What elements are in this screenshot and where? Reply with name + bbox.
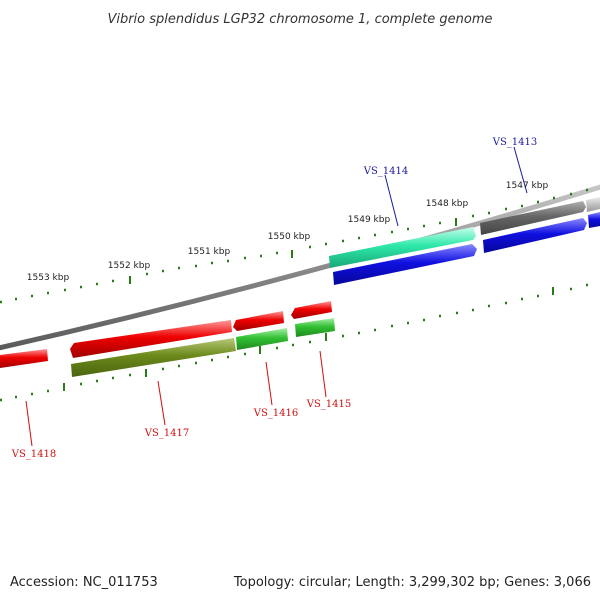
feature-darkgray-1413[interactable] xyxy=(480,201,586,235)
feature-blue-1414[interactable] xyxy=(333,244,477,285)
scale-label-1551: 1551 kbp xyxy=(188,247,231,257)
inner-tick-ring xyxy=(0,283,588,402)
outer-tick-ring xyxy=(0,188,588,304)
scale-label-1547: 1547 kbp xyxy=(506,181,549,191)
feature-red-1415[interactable] xyxy=(291,301,332,319)
feature-red-1416[interactable] xyxy=(233,311,284,331)
gene-label-vs1414[interactable]: VS_1414 xyxy=(363,166,409,177)
forward-features xyxy=(329,197,600,285)
feature-olive-1417[interactable] xyxy=(71,338,236,377)
scale-label-1550: 1550 kbp xyxy=(268,232,311,242)
accession-text: Accession: NC_011753 xyxy=(10,575,158,590)
gene-leader-lines xyxy=(25,146,528,447)
map-title: Vibrio splendidus LGP32 chromosome 1, co… xyxy=(107,12,492,27)
feature-green-1415[interactable] xyxy=(295,318,335,337)
reverse-features xyxy=(0,301,335,377)
genome-summary-text: Topology: circular; Length: 3,299,302 bp… xyxy=(233,575,591,590)
scale-label-1553: 1553 kbp xyxy=(27,273,70,283)
scale-label-1548: 1548 kbp xyxy=(426,199,469,209)
feature-red-1417[interactable] xyxy=(70,320,232,358)
scale-label-1549: 1549 kbp xyxy=(348,215,391,225)
gene-label-vs1417[interactable]: VS_1417 xyxy=(144,428,190,439)
gene-label-vs1418[interactable]: VS_1418 xyxy=(11,449,57,460)
feature-blue-1413[interactable] xyxy=(483,218,587,253)
feature-red-1418[interactable] xyxy=(0,349,48,368)
feature-green-1416[interactable] xyxy=(236,328,288,350)
feature-blue-next[interactable] xyxy=(588,212,600,228)
feature-teal-1414[interactable] xyxy=(329,227,476,268)
gene-label-vs1415[interactable]: VS_1415 xyxy=(306,399,352,410)
gene-label-vs1416[interactable]: VS_1416 xyxy=(253,408,299,419)
chromosome-backbone xyxy=(0,184,600,351)
scale-label-1552: 1552 kbp xyxy=(108,261,151,271)
feature-lightgray-next[interactable] xyxy=(586,197,600,212)
gene-label-vs1413[interactable]: VS_1413 xyxy=(492,137,538,148)
